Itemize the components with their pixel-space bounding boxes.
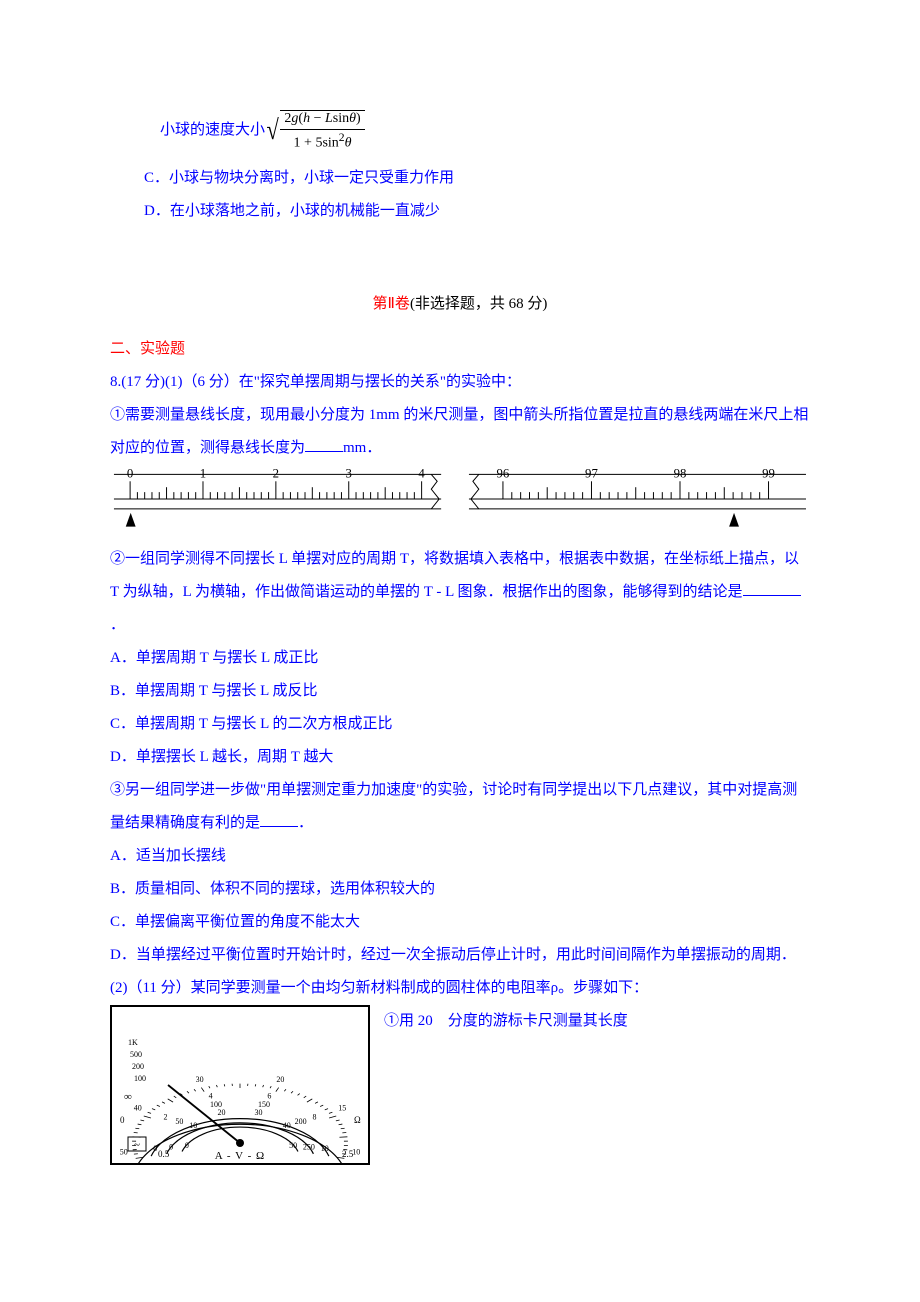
svg-text:40: 40 — [134, 1103, 142, 1112]
svg-text:0: 0 — [153, 1144, 157, 1153]
svg-text:A - V - Ω: A - V - Ω — [215, 1150, 265, 1162]
q8-p2-opt-b: B．单摆周期 T 与摆长 L 成反比 — [110, 675, 810, 708]
svg-text:40: 40 — [283, 1121, 291, 1130]
q8-p1-unit: mm． — [343, 440, 381, 456]
ruler-row: 0 1 2 3 4 96 97 98 99 — [110, 469, 810, 533]
q8-p3-text: ③另一组同学进一步做"用单摆测定重力加速度"的实验，讨论时有同学提出以下几点建议… — [110, 782, 797, 831]
svg-text:~: ~ — [134, 1139, 140, 1151]
svg-text:0: 0 — [127, 469, 133, 480]
svg-text:2: 2 — [273, 469, 279, 480]
svg-text:3: 3 — [346, 469, 352, 480]
svg-text:8: 8 — [312, 1112, 316, 1121]
num-close: ) — [356, 111, 361, 126]
blank-suggestion — [260, 812, 298, 827]
svg-text:97: 97 — [585, 469, 598, 480]
svg-text:2: 2 — [164, 1112, 168, 1121]
den-sin: sin — [322, 135, 338, 150]
q8-part2-a: ①用 20 — [384, 1013, 433, 1029]
svg-text:1K: 1K — [128, 1038, 138, 1047]
svg-text:200: 200 — [132, 1062, 144, 1071]
blank-length — [305, 437, 343, 452]
numerator: 2g(h − Lsinθ) — [280, 110, 364, 130]
num-theta: θ — [349, 111, 356, 126]
q8-part2: (2)（11 分）某同学要测量一个由均匀新材料制成的圆柱体的电阻率ρ。步骤如下： — [110, 972, 810, 1005]
section-2-red: 第Ⅱ卷 — [373, 296, 410, 312]
q7-lead: 小球的速度大小 — [160, 114, 265, 147]
q8-p2-opt-c: C．单摆周期 T 与摆长 L 的二次方根成正比 — [110, 708, 810, 741]
num-L: L — [325, 111, 333, 126]
fraction: 2g(h − Lsinθ) 1 + 5sin2θ — [280, 110, 364, 153]
svg-text:100: 100 — [134, 1074, 146, 1083]
svg-text:20: 20 — [218, 1108, 226, 1117]
q7-option-c: C．小球与物块分离时，小球一定只受重力作用 — [110, 162, 810, 195]
q8-p3-opt-b: B．质量相同、体积不同的摆球，选用体积较大的 — [110, 873, 810, 906]
subsection-heading: 二、实验题 — [110, 333, 810, 366]
q8-p2-tail: ． — [110, 617, 125, 633]
svg-text:1: 1 — [200, 469, 206, 480]
num-h: h — [303, 111, 310, 126]
svg-text:15: 15 — [338, 1103, 346, 1112]
svg-text:0: 0 — [185, 1141, 189, 1150]
den-theta: θ — [345, 135, 352, 150]
svg-text:∞: ∞ — [124, 1091, 132, 1103]
svg-text:30: 30 — [254, 1108, 262, 1117]
denominator: 1 + 5sin2θ — [290, 130, 356, 153]
svg-text:30: 30 — [196, 1075, 204, 1084]
svg-text:98: 98 — [674, 469, 687, 480]
q8-p1: ①需要测量悬线长度，现用最小分度为 1mm 的米尺测量，图中箭头所指位置是拉直的… — [110, 399, 810, 465]
svg-text:0.5: 0.5 — [158, 1149, 170, 1159]
q8-p2-opt-a: A．单摆周期 T 与摆长 L 成正比 — [110, 642, 810, 675]
ruler-right-svg: 96 97 98 99 — [465, 469, 810, 533]
svg-text:10: 10 — [321, 1144, 329, 1153]
svg-text:96: 96 — [497, 469, 510, 480]
sqrt-symbol: √ — [267, 100, 279, 162]
q8-p2-text: ②一组同学测得不同摆长 L 单摆对应的周期 T，将数据填入表格中，根据表中数据，… — [110, 551, 799, 600]
q8-header: 8.(17 分)(1)（6 分）在"探究单摆周期与摆长的关系"的实验中： — [110, 366, 810, 399]
q8-p2: ②一组同学测得不同摆长 L 单摆对应的周期 T，将数据填入表格中，根据表中数据，… — [110, 543, 810, 642]
svg-text:200: 200 — [295, 1116, 307, 1125]
svg-text:4: 4 — [418, 469, 425, 480]
svg-text:50: 50 — [120, 1147, 128, 1156]
q8-p3-opt-a: A．适当加长摆线 — [110, 840, 810, 873]
svg-text:Ω: Ω — [354, 1115, 361, 1125]
q8-p3-opt-d: D．当单摆经过平衡位置时开始计时，经过一次全振动后停止计时，用此时间间隔作为单摆… — [110, 939, 810, 972]
q8-p3: ③另一组同学进一步做"用单摆测定重力加速度"的实验，讨论时有同学提出以下几点建议… — [110, 774, 810, 840]
section-2-title: 第Ⅱ卷(非选择题，共 68 分) — [110, 288, 810, 321]
q8-p2-opt-d: D．单摆摆长 L 越长，周期 T 越大 — [110, 741, 810, 774]
q7-option-d: D．在小球落地之前，小球的机械能一直减少 — [110, 195, 810, 228]
multimeter-svg: 5040302015100246810050100150200250010203… — [110, 1005, 370, 1165]
svg-text:99: 99 — [762, 469, 775, 480]
svg-text:50: 50 — [289, 1141, 297, 1150]
svg-text:2.5: 2.5 — [342, 1149, 354, 1159]
den-1: 1 + 5 — [294, 135, 323, 150]
q8-p3-tail: ． — [298, 815, 313, 831]
num-sin: sin — [333, 111, 349, 126]
formula-sqrt: √ 2g(h − Lsinθ) 1 + 5sin2θ — [265, 100, 365, 162]
svg-text:0: 0 — [169, 1142, 173, 1151]
svg-text:10: 10 — [352, 1147, 360, 1156]
q8-p3-opt-c: C．单摆偏离平衡位置的角度不能太大 — [110, 906, 810, 939]
svg-text:500: 500 — [130, 1050, 142, 1059]
q8-p1-text: ①需要测量悬线长度，现用最小分度为 1mm 的米尺测量，图中箭头所指位置是拉直的… — [110, 407, 808, 456]
q8-part2-b: 分度的游标卡尺测量其长度 — [448, 1013, 628, 1029]
svg-text:50: 50 — [175, 1116, 183, 1125]
svg-text:20: 20 — [276, 1075, 284, 1084]
num-minus: − — [310, 111, 325, 126]
svg-text:10: 10 — [189, 1121, 197, 1130]
blank-conclusion — [743, 581, 801, 596]
svg-text:250: 250 — [303, 1142, 315, 1151]
section-2-black: (非选择题，共 68 分) — [410, 296, 548, 312]
svg-text:0: 0 — [120, 1115, 125, 1125]
ruler-left-svg: 0 1 2 3 4 — [110, 469, 445, 533]
